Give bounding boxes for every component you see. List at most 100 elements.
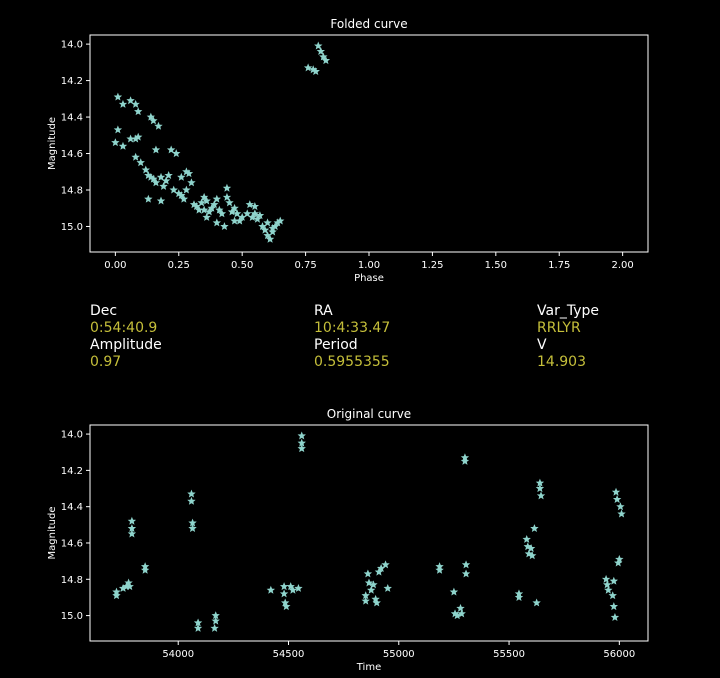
data-point bbox=[363, 569, 373, 578]
plot-frame bbox=[89, 34, 649, 253]
data-point bbox=[279, 582, 289, 591]
data-point bbox=[461, 569, 471, 578]
data-point bbox=[125, 582, 134, 591]
data-point bbox=[199, 205, 209, 214]
data-point bbox=[456, 603, 465, 612]
data-point bbox=[179, 194, 189, 203]
data-point bbox=[263, 218, 272, 227]
y-tick-label: 14.8 bbox=[61, 575, 83, 586]
data-point bbox=[461, 560, 471, 569]
y-tick-label: 14.0 bbox=[61, 40, 83, 51]
data-point bbox=[535, 484, 545, 493]
data-point bbox=[367, 585, 376, 594]
data-point bbox=[164, 171, 173, 179]
x-tick-label: 1.25 bbox=[421, 260, 443, 271]
data-point bbox=[297, 444, 306, 453]
data-point bbox=[611, 487, 621, 496]
data-point bbox=[530, 524, 539, 533]
data-point bbox=[250, 202, 260, 210]
var-type-label: Var_Type bbox=[537, 303, 599, 319]
x-axis-label: Time bbox=[356, 662, 381, 673]
chart-title: Original curve bbox=[327, 407, 411, 421]
data-point bbox=[276, 216, 285, 225]
data-point bbox=[111, 138, 120, 147]
data-point bbox=[608, 591, 617, 600]
data-point bbox=[127, 529, 137, 538]
data-point bbox=[118, 141, 128, 150]
data-point bbox=[268, 223, 277, 232]
data-point bbox=[294, 583, 303, 592]
data-point bbox=[172, 149, 181, 158]
data-point bbox=[449, 587, 459, 596]
data-point bbox=[230, 203, 239, 212]
x-tick-label: 1.50 bbox=[485, 260, 507, 271]
data-point bbox=[140, 565, 150, 574]
data-point bbox=[222, 192, 232, 201]
data-point bbox=[205, 207, 214, 216]
data-point bbox=[169, 185, 178, 194]
data-point bbox=[182, 167, 191, 176]
data-point bbox=[211, 616, 220, 625]
y-axis-label: Magnitude bbox=[47, 507, 58, 560]
data-point bbox=[457, 609, 466, 618]
data-point bbox=[159, 181, 168, 190]
x-tick-label: 56000 bbox=[603, 649, 635, 660]
x-tick-label: 54000 bbox=[162, 649, 194, 660]
data-point bbox=[303, 63, 313, 72]
data-point bbox=[146, 112, 156, 121]
y-axis-label: Magnitude bbox=[47, 117, 58, 170]
original-curve-chart: Original curve 54000 54500 55000 55500 56000 1… bbox=[47, 407, 649, 673]
data-point bbox=[177, 172, 186, 181]
data-point bbox=[288, 585, 298, 594]
data-point bbox=[612, 495, 622, 503]
data-point bbox=[193, 623, 203, 632]
chart-title: Folded curve bbox=[330, 17, 407, 31]
data-point bbox=[187, 496, 196, 505]
data-point bbox=[112, 591, 121, 600]
y-tick-label: 14.2 bbox=[61, 76, 83, 87]
v-label: V bbox=[537, 337, 547, 353]
data-point bbox=[601, 574, 611, 583]
data-point bbox=[238, 212, 247, 221]
data-point bbox=[182, 185, 191, 194]
data-point bbox=[154, 121, 163, 130]
data-point bbox=[144, 194, 153, 203]
data-point bbox=[532, 598, 541, 607]
data-point bbox=[282, 602, 291, 611]
data-point bbox=[383, 583, 392, 592]
data-point bbox=[210, 200, 219, 209]
data-point bbox=[141, 165, 150, 174]
y-tick-label: 14.6 bbox=[61, 149, 83, 160]
data-point bbox=[151, 178, 161, 187]
data-point bbox=[604, 585, 613, 594]
y-tick-label: 15.0 bbox=[61, 611, 83, 622]
data-point bbox=[210, 623, 219, 632]
data-point bbox=[187, 489, 196, 498]
data-point bbox=[381, 560, 390, 569]
x-tick-label: 0.25 bbox=[168, 260, 190, 271]
x-axis-label: Phase bbox=[354, 273, 384, 284]
data-point bbox=[212, 218, 221, 227]
data-point bbox=[281, 598, 290, 607]
data-point bbox=[156, 196, 166, 205]
data-point bbox=[522, 534, 531, 543]
data-point bbox=[126, 96, 135, 105]
data-point bbox=[266, 585, 276, 594]
data-point bbox=[166, 145, 176, 154]
data-point bbox=[528, 551, 537, 560]
data-point bbox=[250, 209, 260, 218]
data-point bbox=[230, 216, 239, 225]
data-point bbox=[260, 225, 270, 234]
data-point bbox=[156, 172, 166, 181]
data-point bbox=[202, 212, 211, 221]
v-value: 14.903 bbox=[537, 354, 586, 370]
data-point bbox=[118, 99, 128, 108]
x-tick-label: 55500 bbox=[493, 649, 525, 660]
x-tick-label: 1.00 bbox=[358, 260, 380, 271]
data-point bbox=[212, 194, 221, 203]
data-point bbox=[134, 107, 143, 116]
y-tick-label: 14.4 bbox=[61, 113, 83, 124]
star-info-panel: Dec 0:54:40.9 RA 10:4:33.47 Var_Type RRL… bbox=[90, 303, 690, 373]
data-point bbox=[151, 145, 161, 154]
data-point bbox=[536, 491, 546, 500]
